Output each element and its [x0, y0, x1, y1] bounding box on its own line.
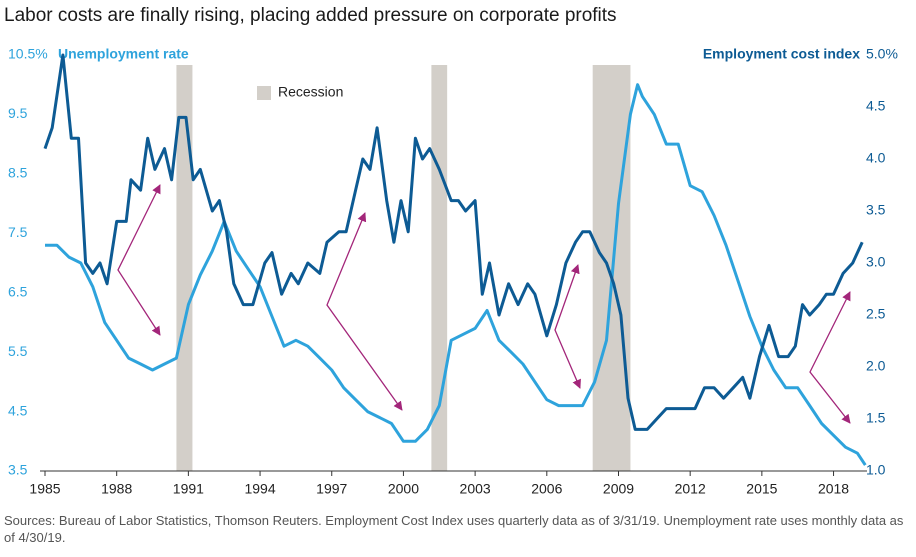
y-axis-title: Unemployment rate — [58, 46, 189, 62]
x-tick-label: 2009 — [603, 481, 634, 497]
x-tick-label: 2015 — [746, 481, 777, 497]
x-tick-label: 2012 — [675, 481, 706, 497]
x-tick-label: 2018 — [818, 481, 849, 497]
y-tick-label: 10.5% — [8, 46, 48, 62]
x-tick-label: 1997 — [316, 481, 347, 497]
arrow — [117, 184, 161, 336]
series-line — [45, 83, 867, 466]
recession-band — [431, 65, 448, 471]
y-tick-label: 4.5 — [8, 402, 28, 418]
legend-label: Recession — [278, 84, 343, 100]
y-tick-label: 6.5 — [8, 283, 28, 299]
y-tick-label: 3.5 — [8, 462, 28, 478]
y2-tick-label: 2.0 — [866, 358, 886, 374]
plot-area: Recession 10.5% 9.5 8.5 7.5 6.5 5.5 4.5 3.5 5.0% 4… — [8, 46, 898, 497]
y2-tick-label: 2.5 — [866, 306, 886, 322]
x-tick-label: 2000 — [388, 481, 419, 497]
y2-tick-label: 1.5 — [866, 410, 886, 426]
y2-tick-label: 4.0 — [866, 150, 886, 166]
arrow — [326, 212, 403, 411]
source-box: Sources: Bureau of Labor Statistics, Tho… — [4, 513, 904, 545]
annotation-arrows — [117, 184, 851, 424]
x-tick-label: 1985 — [29, 481, 60, 497]
x-tick-label: 2006 — [531, 481, 562, 497]
chart-title: Labor costs are finally rising, placing … — [4, 5, 617, 26]
y-tick-label: 5.5 — [8, 343, 28, 359]
y-tick-label: 7.5 — [8, 224, 28, 240]
y-tick-label: 8.5 — [8, 165, 28, 181]
y2-axis-title: Employment cost index — [703, 46, 860, 62]
arrow — [554, 264, 581, 389]
arrow — [809, 291, 851, 424]
y2-tick-label: 1.0 — [866, 462, 886, 478]
x-tick-label: 2003 — [460, 481, 491, 497]
y2-tick-label: 4.5 — [866, 98, 886, 114]
y2-tick-label: 3.5 — [866, 202, 886, 218]
source-note: Sources: Bureau of Labor Statistics, Tho… — [4, 513, 904, 545]
x-tick-label: 1991 — [173, 481, 204, 497]
y2-tick-label: 5.0% — [866, 46, 898, 62]
y-tick-label: 9.5 — [8, 105, 28, 121]
series-line — [43, 53, 864, 431]
x-tick-label: 1994 — [244, 481, 275, 497]
y2-tick-label: 3.0 — [866, 254, 886, 270]
legend-swatch — [257, 86, 271, 100]
recession-band — [176, 65, 193, 471]
x-tick-label: 1988 — [101, 481, 132, 497]
